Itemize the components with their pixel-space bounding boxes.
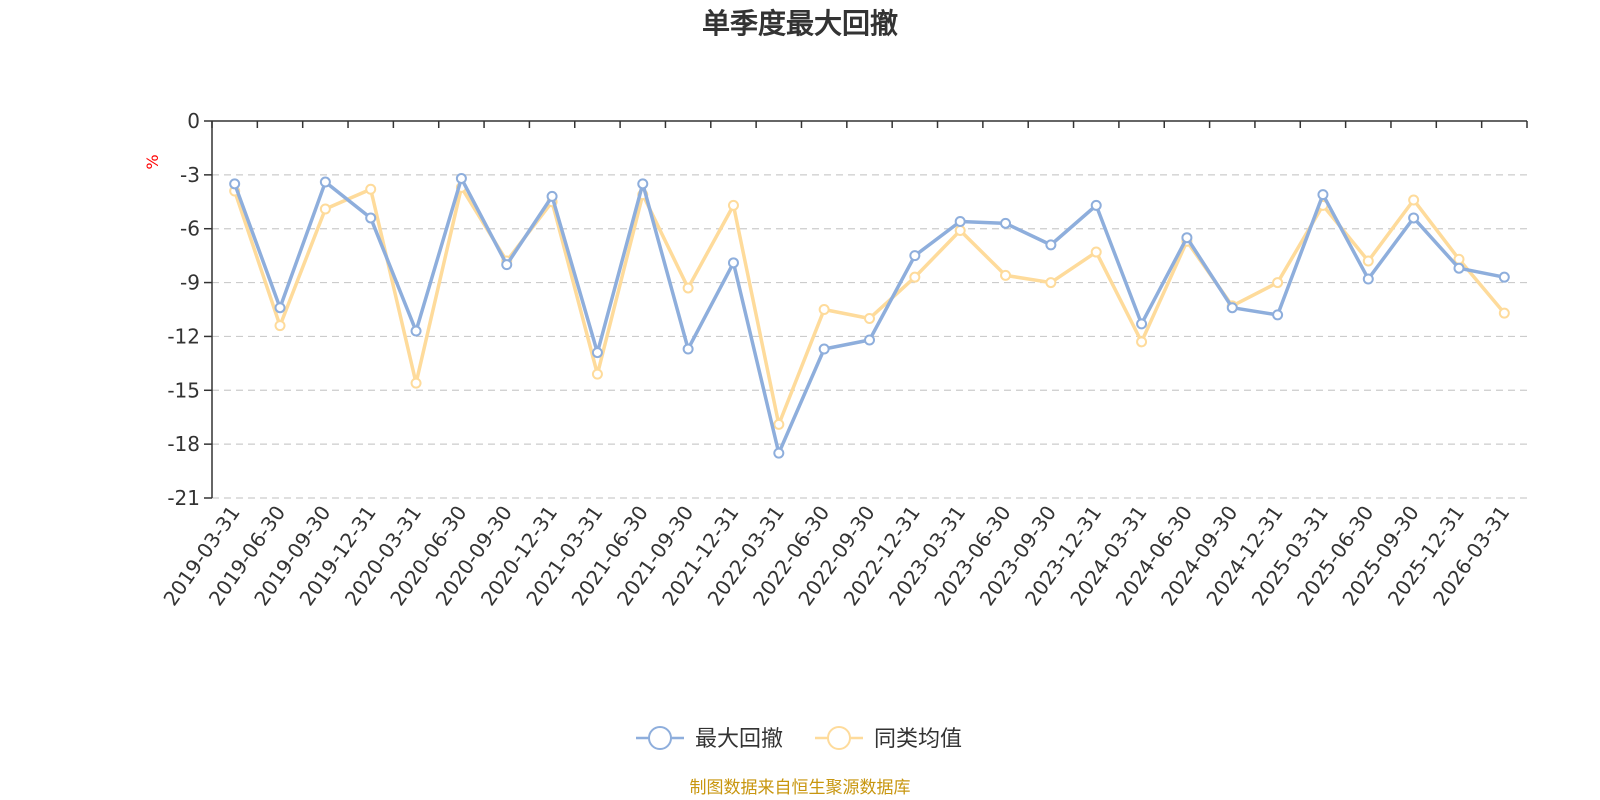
data-point[interactable] <box>365 183 377 195</box>
data-point[interactable] <box>1000 269 1012 281</box>
data-point[interactable] <box>1045 277 1057 289</box>
data-point[interactable] <box>1136 318 1148 330</box>
data-point[interactable] <box>319 176 331 188</box>
data-point[interactable] <box>954 216 966 228</box>
data-point[interactable] <box>274 302 286 314</box>
data-point[interactable] <box>909 271 921 283</box>
data-point[interactable] <box>1090 199 1102 211</box>
data-point[interactable] <box>1000 217 1012 229</box>
y-tick-label: -15 <box>167 378 200 402</box>
data-point[interactable] <box>682 282 694 294</box>
data-point[interactable] <box>591 347 603 359</box>
data-point[interactable] <box>1408 194 1420 206</box>
data-point[interactable] <box>501 259 513 271</box>
data-point[interactable] <box>1226 302 1238 314</box>
data-point[interactable] <box>773 418 785 430</box>
data-point[interactable] <box>319 203 331 215</box>
y-tick-label: -12 <box>167 324 200 348</box>
y-axis-ticks: 0 -3 -6 -9 -12 -15 -18 -21 <box>167 109 212 510</box>
data-point[interactable] <box>682 343 694 355</box>
data-point[interactable] <box>1181 232 1193 244</box>
data-point[interactable] <box>365 212 377 224</box>
data-point[interactable] <box>1498 307 1510 319</box>
data-point[interactable] <box>954 225 966 237</box>
data-point[interactable] <box>546 190 558 202</box>
legend-item-1[interactable]: 最大回撤 <box>636 726 783 752</box>
y-tick-label: -3 <box>180 163 200 187</box>
y-tick-label: -18 <box>167 432 200 456</box>
data-point[interactable] <box>410 325 422 337</box>
legend-label: 最大回撤 <box>695 727 783 752</box>
legend-label: 同类均值 <box>874 727 962 752</box>
legend-swatch-marker <box>648 726 672 750</box>
data-point[interactable] <box>727 257 739 269</box>
series-1 <box>229 172 1510 459</box>
y-tick-label: 0 <box>187 109 200 133</box>
legend[interactable]: 最大回撤 同类均值 <box>636 726 962 752</box>
data-point[interactable] <box>818 304 830 315</box>
data-point[interactable] <box>229 178 241 190</box>
y-tick-label: -6 <box>180 217 200 241</box>
series-lines <box>229 172 1510 459</box>
data-point[interactable] <box>1362 255 1374 267</box>
chart-title: 单季度最大回撤 <box>702 7 898 40</box>
data-point[interactable] <box>637 178 649 190</box>
data-point[interactable] <box>1090 246 1102 258</box>
data-point[interactable] <box>727 199 739 211</box>
data-point[interactable] <box>818 343 830 355</box>
data-point[interactable] <box>864 334 875 346</box>
data-point[interactable] <box>773 447 785 459</box>
data-point[interactable] <box>1272 277 1284 289</box>
y-tick-label: -21 <box>167 486 200 510</box>
axes <box>211 120 1527 498</box>
data-point[interactable] <box>591 368 603 380</box>
data-point[interactable] <box>455 172 467 184</box>
data-point[interactable] <box>1272 309 1284 321</box>
data-point[interactable] <box>1136 336 1148 348</box>
data-point[interactable] <box>274 320 286 332</box>
y-tick-label: -9 <box>180 271 200 295</box>
data-point[interactable] <box>1453 262 1465 274</box>
data-point[interactable] <box>1317 189 1329 201</box>
y-axis-unit: % <box>143 154 162 169</box>
data-point[interactable] <box>1408 212 1420 224</box>
data-point[interactable] <box>1498 271 1510 283</box>
data-point[interactable] <box>1045 239 1057 251</box>
data-point[interactable] <box>909 250 921 262</box>
legend-swatch-marker <box>827 726 851 750</box>
legend-item-2[interactable]: 同类均值 <box>815 726 962 752</box>
data-point[interactable] <box>1362 273 1374 285</box>
data-point[interactable] <box>864 312 875 324</box>
data-source-note: 制图数据来自恒生聚源数据库 <box>690 778 911 798</box>
data-point[interactable] <box>410 377 422 389</box>
